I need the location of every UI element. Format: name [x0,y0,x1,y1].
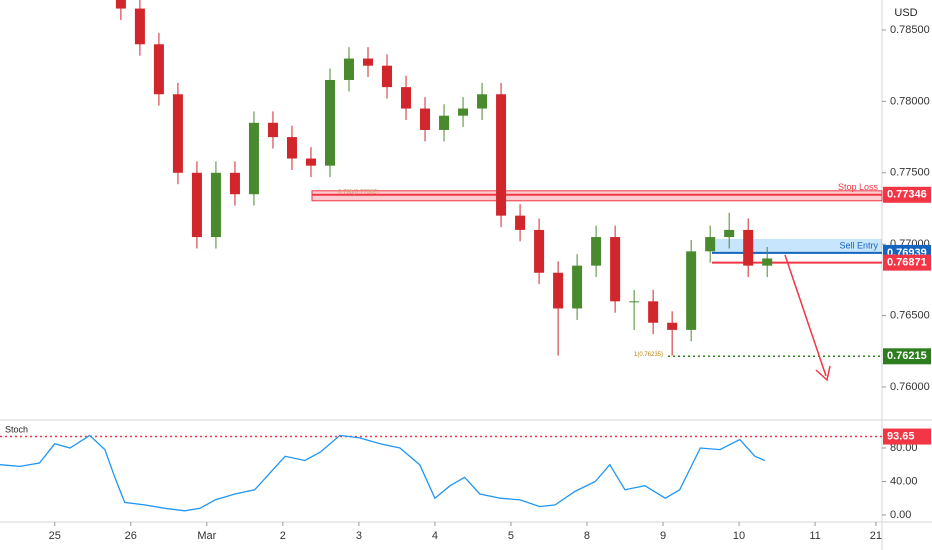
currency-label: USD [894,7,917,19]
level-name: Sell Entry [839,240,878,250]
level-price-label: 93.65 [887,430,915,442]
y-tick-label: 0.76500 [890,310,930,322]
candle-body [172,94,183,173]
candle-body [439,115,450,130]
candle-body [382,65,393,88]
candle-body [515,215,526,230]
sell-entry-zone [712,238,882,253]
x-tick-label: 2 [280,530,286,542]
level-price-label: 0.76871 [887,257,927,269]
x-tick-label: 25 [49,530,61,542]
candle-body [458,108,469,116]
candle-body [305,158,316,166]
candle-body [229,172,240,195]
candle-body [267,122,278,138]
x-tick-label: 5 [508,530,514,542]
candle-body [686,251,697,330]
candle-body [363,58,374,66]
x-tick-label: 8 [584,530,590,542]
y-tick-label: 0.78000 [890,95,930,107]
candle-body [420,108,431,130]
candle-body [496,94,507,216]
x-tick-label: 3 [356,530,362,542]
candle-body [572,265,583,309]
y-tick-label: 0.78500 [890,24,930,36]
candle-body [134,8,145,45]
candle-body [401,87,412,109]
candle-body [343,58,354,80]
fib-label: 0.786(0.77362) [338,189,379,195]
y2-tick-label: 80.00 [890,442,918,454]
candle-body [591,237,602,266]
x-tick-label: Mar [197,530,216,542]
level-name: Stop Loss [838,182,879,192]
candle-body [743,229,754,266]
level-price-badge [883,254,931,271]
candle-body [553,272,564,309]
level-price-label: 0.77346 [887,189,927,201]
candle-body [324,79,335,166]
fib-label: 1(0.76235) [634,352,663,358]
level-price-badge [883,348,931,365]
projection-arrow [784,254,827,377]
candle-body [210,172,221,238]
level-price-label: 0.76215 [887,350,927,362]
candle-body [629,301,640,303]
x-tick-label: 9 [660,530,666,542]
x-tick-label: 21 [870,530,882,542]
candle-body [153,44,164,95]
candle-body [248,122,259,195]
candle-body [762,258,773,266]
level-price-badge [883,186,931,203]
y2-tick-label: 0.00 [890,509,911,521]
level-price-badge [883,428,931,445]
candle-body [610,237,621,302]
candle-body [648,301,659,323]
candle-body [667,322,678,330]
arrow-head [815,365,831,382]
candle-body [534,229,545,273]
candle-body [705,237,716,252]
y2-tick-label: 40.00 [890,475,918,487]
x-tick-label: 11 [809,530,820,542]
candle-body [191,172,202,238]
indicator-label: Stoch [5,424,28,434]
candle-body [115,0,126,9]
x-tick-label: 4 [432,530,438,542]
y-tick-label: 0.76000 [890,381,930,393]
x-tick-label: 26 [125,530,137,542]
x-tick-label: 10 [733,530,745,542]
stoch-line [0,434,766,512]
candle-body [286,137,297,159]
candle-body [724,229,735,238]
y-tick-label: 0.77500 [890,167,930,179]
candle-body [477,94,488,109]
